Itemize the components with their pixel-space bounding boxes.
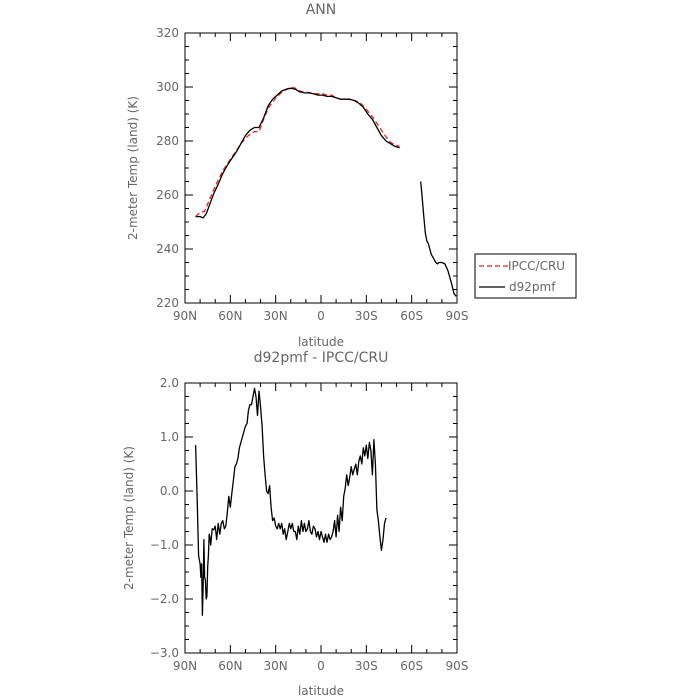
x-tick-label: 90S bbox=[446, 309, 469, 323]
top-ticks bbox=[184, 32, 458, 304]
bottom-x-axis-label: latitude bbox=[298, 684, 344, 698]
y-tick-label: −1.0 bbox=[150, 538, 179, 552]
series-line-difference bbox=[194, 387, 387, 616]
top-panel: ANN 90N 60N 30N 0 30S 60S 90S 220 240 260 280 300 32… bbox=[126, 2, 468, 349]
top-series-lines bbox=[195, 86, 457, 297]
x-tick-label: 30S bbox=[355, 659, 378, 673]
legend-box bbox=[474, 253, 577, 299]
top-tick-labels: 90N 60N 30N 0 30S 60S 90S 220 240 260 280 300 320 bbox=[156, 26, 468, 323]
x-tick-label: 90S bbox=[446, 659, 469, 673]
legend: IPCC/CRU d92pmf bbox=[474, 253, 577, 299]
y-tick-label: 280 bbox=[156, 134, 179, 148]
legend-label-ipcc-cru: IPCC/CRU bbox=[508, 259, 565, 273]
y-tick-label: 1.0 bbox=[160, 430, 179, 444]
bottom-plot-frame bbox=[184, 382, 458, 654]
x-tick-label: 30N bbox=[264, 309, 288, 323]
series-line-d92pmf bbox=[195, 87, 400, 219]
y-tick-label: 0.0 bbox=[160, 484, 179, 498]
y-tick-label: −3.0 bbox=[150, 646, 179, 660]
x-tick-label: 90N bbox=[173, 659, 197, 673]
y-tick-label: 320 bbox=[156, 26, 179, 40]
x-tick-label: 0 bbox=[317, 659, 325, 673]
y-tick-label: 240 bbox=[156, 242, 179, 256]
bottom-y-axis-label: 2-meter Temp (land) (K) bbox=[122, 446, 136, 590]
bottom-series-lines bbox=[194, 387, 387, 616]
bottom-chart-title: d92pmf - IPCC/CRU bbox=[254, 350, 389, 366]
series-line-d92pmf bbox=[420, 181, 457, 297]
y-tick-label: 2.0 bbox=[160, 376, 179, 390]
y-tick-label: 260 bbox=[156, 188, 179, 202]
series-line-ipcc-cru bbox=[195, 86, 400, 218]
x-tick-label: 30N bbox=[264, 659, 288, 673]
x-tick-label: 60S bbox=[400, 309, 423, 323]
top-y-axis-label: 2-meter Temp (land) (K) bbox=[126, 96, 140, 240]
top-x-axis-label: latitude bbox=[298, 335, 344, 349]
y-tick-label: 220 bbox=[156, 296, 179, 310]
x-tick-label: 30S bbox=[355, 309, 378, 323]
y-tick-label: −2.0 bbox=[150, 592, 179, 606]
top-chart-title: ANN bbox=[306, 2, 337, 18]
legend-label-d92pmf: d92pmf bbox=[509, 280, 556, 294]
bottom-panel: d92pmf - IPCC/CRU 90N 60N 30N 0 30S 60S 90S −3.… bbox=[122, 350, 468, 698]
x-tick-label: 0 bbox=[317, 309, 325, 323]
x-tick-label: 60N bbox=[218, 659, 242, 673]
bottom-ticks bbox=[184, 382, 458, 654]
x-tick-label: 60N bbox=[218, 309, 242, 323]
y-tick-label: 300 bbox=[156, 80, 179, 94]
x-tick-label: 60S bbox=[400, 659, 423, 673]
x-tick-label: 90N bbox=[173, 309, 197, 323]
bottom-tick-labels: 90N 60N 30N 0 30S 60S 90S −3.0 −2.0 −1.0 0.0 1.0 2.0 bbox=[150, 376, 469, 673]
